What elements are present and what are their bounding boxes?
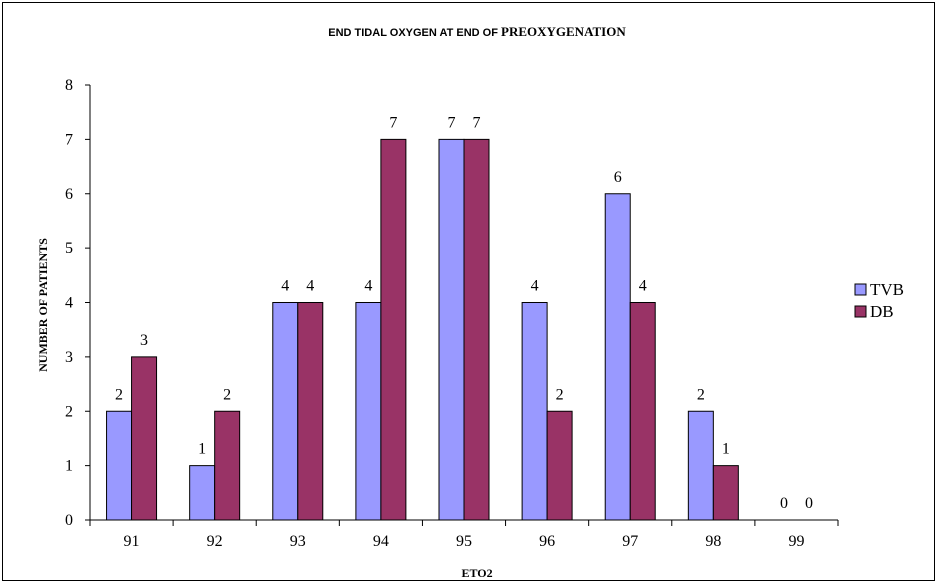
- bar-tvb: [687, 410, 714, 521]
- x-tick-label: 95: [456, 533, 472, 550]
- bar-db: [629, 302, 656, 521]
- data-label-db: 1: [722, 441, 730, 458]
- bar-db: [712, 465, 739, 521]
- x-tick-label: 97: [622, 533, 638, 550]
- data-label-tvb: 1: [198, 441, 206, 458]
- data-label-tvb: 7: [448, 114, 456, 131]
- bar-db: [380, 138, 407, 521]
- chart-title-part2: PREOXYGENATION: [501, 24, 626, 39]
- data-label-db: 2: [223, 386, 231, 403]
- x-tick-label: 99: [788, 533, 804, 550]
- data-label-db: 7: [389, 114, 397, 131]
- bars: [106, 138, 739, 521]
- x-axis-title: ETO2: [461, 566, 492, 580]
- data-label-db: 7: [473, 114, 481, 131]
- y-tick-label: 6: [65, 186, 73, 203]
- legend-label-tvb: TVB: [870, 280, 904, 299]
- data-label-db: 4: [306, 278, 314, 295]
- legend-label-db: DB: [870, 302, 894, 321]
- y-tick-label: 2: [65, 403, 73, 420]
- chart-title-part1: END TIDAL OXYGEN AT END OF: [328, 27, 501, 39]
- bar-tvb: [355, 302, 382, 521]
- data-label-tvb: 4: [281, 278, 289, 295]
- bar-chart: END TIDAL OXYGEN AT END OF PREOXYGENATIO…: [36, 24, 904, 580]
- chart-title: END TIDAL OXYGEN AT END OF PREOXYGENATIO…: [328, 24, 626, 39]
- legend: TVB DB: [854, 280, 904, 321]
- legend-swatch-db: [854, 305, 867, 318]
- y-tick-label: 3: [65, 349, 73, 366]
- data-label-db: 3: [140, 332, 148, 349]
- legend-swatch-tvb: [854, 283, 867, 296]
- x-tick-label: 94: [373, 533, 389, 550]
- data-label-tvb: 4: [531, 278, 539, 295]
- bar-db: [297, 302, 324, 521]
- bar-tvb: [189, 465, 216, 521]
- bar-db: [463, 138, 490, 521]
- y-tick-label: 1: [65, 458, 73, 475]
- bar-tvb: [438, 138, 465, 521]
- x-tick-label: 98: [705, 533, 721, 550]
- data-label-tvb: 2: [697, 386, 705, 403]
- x-axis-ticks: 91 92 93 94 95 96 97 98 99: [89, 520, 839, 550]
- bar-db: [546, 410, 573, 521]
- bar-tvb: [521, 302, 548, 521]
- bar-db: [214, 410, 241, 521]
- data-label-db: 0: [805, 495, 813, 512]
- bar-db: [131, 356, 158, 521]
- y-axis-title: NUMBER OF PATIENTS: [36, 238, 50, 372]
- data-label-db: 4: [639, 278, 647, 295]
- data-label-tvb: 0: [780, 495, 788, 512]
- y-tick-label: 5: [65, 240, 73, 257]
- bar-tvb: [272, 302, 299, 521]
- x-tick-label: 96: [539, 533, 555, 550]
- bar-tvb: [106, 410, 133, 521]
- x-tick-label: 92: [207, 533, 223, 550]
- data-label-tvb: 6: [614, 169, 622, 186]
- data-label-tvb: 4: [364, 278, 372, 295]
- x-tick-label: 93: [290, 533, 306, 550]
- data-label-tvb: 2: [115, 386, 123, 403]
- y-tick-label: 0: [65, 512, 73, 529]
- data-label-db: 2: [556, 386, 564, 403]
- y-tick-label: 7: [65, 131, 73, 148]
- bar-tvb: [604, 193, 631, 521]
- y-tick-label: 8: [65, 77, 73, 94]
- x-tick-label: 91: [124, 533, 140, 550]
- y-tick-label: 4: [65, 295, 73, 312]
- y-axis-ticks: 0 1 2 3 4 5 6 7 8: [65, 77, 90, 529]
